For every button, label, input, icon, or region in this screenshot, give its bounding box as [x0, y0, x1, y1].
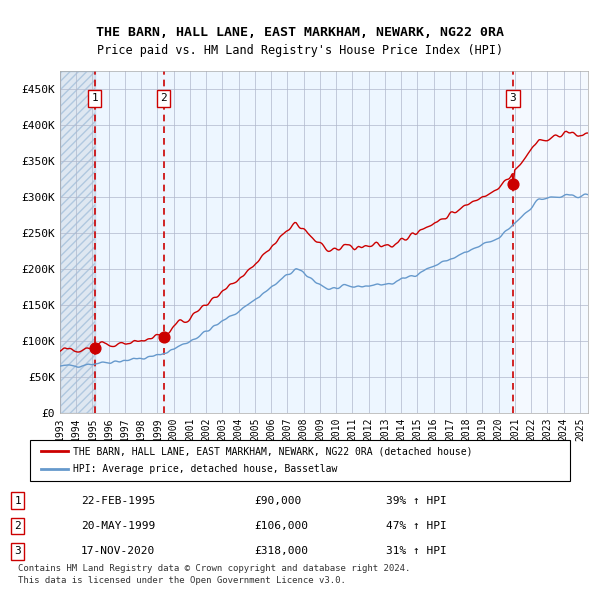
Bar: [60, 71, 95, 413]
Text: This data is licensed under the Open Government Licence v3.0.: This data is licensed under the Open Gov…: [18, 576, 346, 585]
Point: [159, 332, 169, 342]
Bar: [513, 71, 588, 413]
Text: 2: 2: [14, 521, 21, 531]
Text: 47% ↑ HPI: 47% ↑ HPI: [386, 521, 447, 531]
Point: [90, 343, 100, 353]
FancyBboxPatch shape: [30, 440, 570, 481]
Bar: [60, 71, 95, 413]
Text: 20-MAY-1999: 20-MAY-1999: [81, 521, 155, 531]
Text: 31% ↑ HPI: 31% ↑ HPI: [386, 546, 447, 556]
Text: THE BARN, HALL LANE, EAST MARKHAM, NEWARK, NG22 0RA (detached house): THE BARN, HALL LANE, EAST MARKHAM, NEWAR…: [73, 446, 473, 456]
Text: 39% ↑ HPI: 39% ↑ HPI: [386, 496, 447, 506]
Text: Contains HM Land Registry data © Crown copyright and database right 2024.: Contains HM Land Registry data © Crown c…: [18, 564, 410, 573]
Text: £318,000: £318,000: [254, 546, 308, 556]
Text: HPI: Average price, detached house, Bassetlaw: HPI: Average price, detached house, Bass…: [73, 464, 338, 474]
Text: 2: 2: [160, 93, 167, 103]
Text: £106,000: £106,000: [254, 521, 308, 531]
Bar: [95, 71, 164, 413]
Text: Price paid vs. HM Land Registry's House Price Index (HPI): Price paid vs. HM Land Registry's House …: [97, 44, 503, 57]
Text: £90,000: £90,000: [254, 496, 301, 506]
Text: 17-NOV-2020: 17-NOV-2020: [81, 546, 155, 556]
Text: 3: 3: [509, 93, 517, 103]
Text: 22-FEB-1995: 22-FEB-1995: [81, 496, 155, 506]
Point: [508, 179, 518, 189]
Text: 1: 1: [14, 496, 21, 506]
Text: 1: 1: [91, 93, 98, 103]
Text: 3: 3: [14, 546, 21, 556]
Text: THE BARN, HALL LANE, EAST MARKHAM, NEWARK, NG22 0RA: THE BARN, HALL LANE, EAST MARKHAM, NEWAR…: [96, 26, 504, 39]
Bar: [164, 71, 513, 413]
